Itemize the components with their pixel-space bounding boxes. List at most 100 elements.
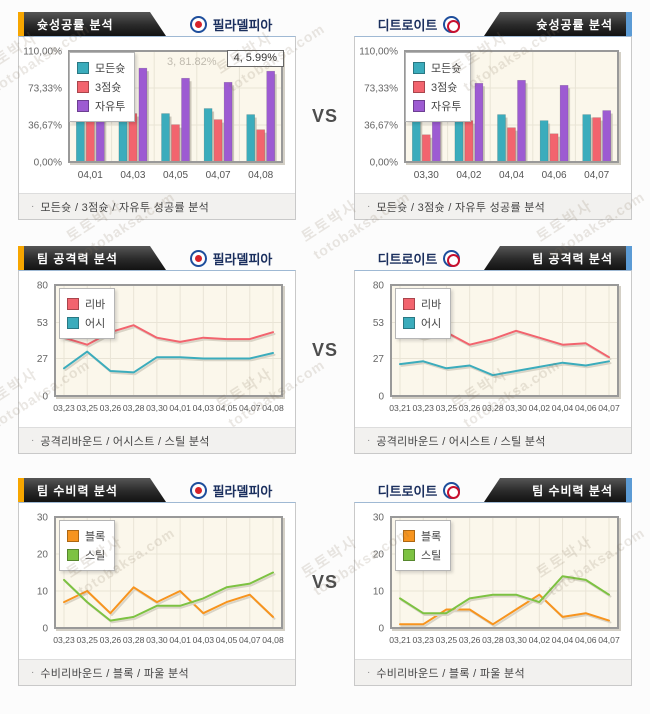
svg-text:20: 20 — [373, 550, 385, 561]
chart-panel: 03,21 03,23 03,25 03,26 03,28 03,30 04,02 04,04… — [354, 270, 632, 454]
section-title: 슛성공률 분석 — [536, 17, 613, 32]
section-title-bar: 팀 수비력 분석 — [24, 478, 166, 502]
legend-label: 3점슛 — [95, 82, 122, 94]
svg-text:04,07: 04,07 — [598, 403, 620, 413]
svg-text:03,25: 03,25 — [436, 403, 458, 413]
svg-text:03,30: 03,30 — [146, 635, 168, 645]
svg-text:27: 27 — [37, 354, 49, 365]
team-header-detroit: 디트로이트 — [354, 12, 484, 36]
panel-shooting-right: 디트로이트 슛성공률 분석 03,30 04,02 04,04 04,06 04,07 0… — [354, 12, 632, 220]
detroit-logo-icon — [443, 481, 461, 499]
team-header-philadelphia: 필라델피아 — [166, 478, 296, 502]
chart-defense-detroit[interactable]: 03,21 03,23 03,25 03,26 03,28 03,30 04,02 04,04… — [355, 503, 631, 659]
legend-swatch-icon — [403, 317, 415, 329]
svg-text:03,25: 03,25 — [76, 403, 98, 413]
legend-swatch-icon — [67, 317, 79, 329]
legend-item: 자유투 — [77, 98, 125, 114]
svg-text:03,30: 03,30 — [414, 170, 439, 181]
row-defense: 팀 수비력 분석 필라델피아 03,23 03,25 03,26 03,28 03,30… — [18, 478, 632, 686]
team-name: 디트로이트 — [377, 251, 438, 267]
chart-defense-philadelphia[interactable]: 03,23 03,25 03,26 03,28 03,30 04,01 04,03 04,05… — [19, 503, 295, 659]
accent-bar-blue — [626, 12, 632, 36]
svg-text:03,23: 03,23 — [412, 403, 434, 413]
svg-text:04,03: 04,03 — [193, 403, 215, 413]
legend-label: 자유투 — [431, 101, 462, 113]
svg-text:27: 27 — [373, 354, 385, 365]
team-header-philadelphia: 필라델피아 — [166, 12, 296, 36]
panel-footer: · 공격리바운드 / 어시스트 / 스틸 분석 — [355, 427, 631, 453]
chart-offense-philadelphia[interactable]: 03,23 03,25 03,26 03,28 03,30 04,01 04,03 04,05… — [19, 271, 295, 427]
legend-item: 3점슛 — [413, 79, 461, 95]
vs-label: VS — [311, 571, 338, 592]
svg-text:04,04: 04,04 — [552, 403, 574, 413]
section-title-bar: 팀 공격력 분석 — [484, 246, 626, 270]
chart-legend: 블록 스틸 — [395, 520, 452, 571]
legend-swatch-icon — [403, 530, 415, 542]
section-title-bar: 팀 공격력 분석 — [24, 246, 166, 270]
legend-label: 어시 — [421, 318, 442, 330]
legend-label: 자유투 — [95, 101, 126, 113]
panel-offense-right: 디트로이트 팀 공격력 분석 03,21 03,23 03,25 03,26 03,28… — [354, 246, 632, 454]
panel-footer: · 수비리바운드 / 블록 / 파울 분석 — [19, 659, 295, 685]
section-title-bar: 팀 수비력 분석 — [484, 478, 626, 502]
svg-text:73,33%: 73,33% — [28, 84, 62, 95]
legend-label: 모든슛 — [95, 63, 126, 75]
svg-text:04,02: 04,02 — [529, 403, 551, 413]
chart-shooting-detroit[interactable]: 03,30 04,02 04,04 04,06 04,07 0,00% 36,67% 73,3… — [355, 37, 631, 193]
footer-text: 모든슛 / 3점슛 / 자유투 성공률 분석 — [376, 201, 546, 214]
svg-text:0,00%: 0,00% — [370, 158, 398, 169]
accent-bar-orange — [18, 478, 24, 502]
section-header-right: 디트로이트 팀 수비력 분석 — [354, 478, 632, 502]
section-header-right: 디트로이트 슛성공률 분석 — [354, 12, 632, 36]
svg-text:04,06: 04,06 — [575, 403, 597, 413]
svg-text:04,05: 04,05 — [163, 170, 188, 181]
svg-text:03,28: 03,28 — [482, 403, 504, 413]
chart-offense-detroit[interactable]: 03,21 03,23 03,25 03,26 03,28 03,30 04,02 04,04… — [355, 271, 631, 427]
philadelphia-logo-icon — [189, 249, 207, 267]
legend-item: 리바 — [403, 296, 441, 312]
svg-text:03,30: 03,30 — [505, 403, 527, 413]
svg-text:03,25: 03,25 — [436, 635, 458, 645]
chart-panel: 04,01 04,03 04,05 04,07 04,08 0,00% 36,67% 73,3… — [18, 36, 296, 220]
chart-panel: 03,23 03,25 03,26 03,28 03,30 04,01 04,03 04,05… — [18, 502, 296, 686]
team-header-detroit: 디트로이트 — [354, 478, 484, 502]
svg-text:03,28: 03,28 — [123, 403, 145, 413]
svg-text:03,23: 03,23 — [53, 403, 75, 413]
section-title: 슛성공률 분석 — [37, 17, 114, 32]
svg-text:04,08: 04,08 — [248, 170, 273, 181]
team-name: 디트로이트 — [377, 17, 438, 33]
footer-text: 공격리바운드 / 어시스트 / 스틸 분석 — [40, 435, 210, 448]
svg-text:36,67%: 36,67% — [28, 120, 62, 131]
svg-text:36,67%: 36,67% — [364, 120, 398, 131]
svg-text:04,06: 04,06 — [542, 170, 567, 181]
footer-bullet: · — [367, 667, 371, 678]
section-title-bar: 슛성공률 분석 — [484, 12, 626, 36]
svg-text:04,07: 04,07 — [584, 170, 609, 181]
team-header-philadelphia: 필라델피아 — [166, 246, 296, 270]
svg-text:03,30: 03,30 — [505, 635, 527, 645]
svg-text:04,03: 04,03 — [193, 635, 215, 645]
svg-text:10: 10 — [373, 587, 385, 598]
chart-panel: 03,21 03,23 03,25 03,26 03,28 03,30 04,02 04,04… — [354, 502, 632, 686]
legend-label: 모든슛 — [431, 63, 462, 75]
panel-footer: · 모든슛 / 3점슛 / 자유투 성공률 분석 — [355, 193, 631, 219]
section-title: 팀 수비력 분석 — [37, 483, 118, 498]
accent-bar-blue — [626, 246, 632, 270]
panel-offense-left: 팀 공격력 분석 필라델피아 03,23 03,25 03,26 03,28 03,30… — [18, 246, 296, 454]
svg-text:53: 53 — [37, 318, 49, 329]
legend-item: 모든슛 — [413, 60, 461, 76]
svg-text:04,08: 04,08 — [262, 403, 284, 413]
chart-panel: 03,30 04,02 04,04 04,06 04,07 0,00% 36,67% 73,3… — [354, 36, 632, 220]
accent-bar-orange — [18, 246, 24, 270]
legend-label: 리바 — [85, 299, 106, 311]
footer-bullet: · — [31, 435, 35, 446]
accent-bar-orange — [18, 12, 24, 36]
svg-text:03,23: 03,23 — [412, 635, 434, 645]
legend-item: 스틸 — [67, 547, 105, 563]
vs-divider: VS — [296, 12, 354, 220]
section-header-left: 슛성공률 분석 필라델피아 — [18, 12, 296, 36]
chart-canvas: 03,21 03,23 03,25 03,26 03,28 03,30 04,02 04,04… — [373, 281, 621, 413]
chart-shooting-philadelphia[interactable]: 04,01 04,03 04,05 04,07 04,08 0,00% 36,67% 73,3… — [19, 37, 295, 193]
legend-item: 어시 — [403, 315, 441, 331]
svg-text:03,23: 03,23 — [53, 635, 75, 645]
